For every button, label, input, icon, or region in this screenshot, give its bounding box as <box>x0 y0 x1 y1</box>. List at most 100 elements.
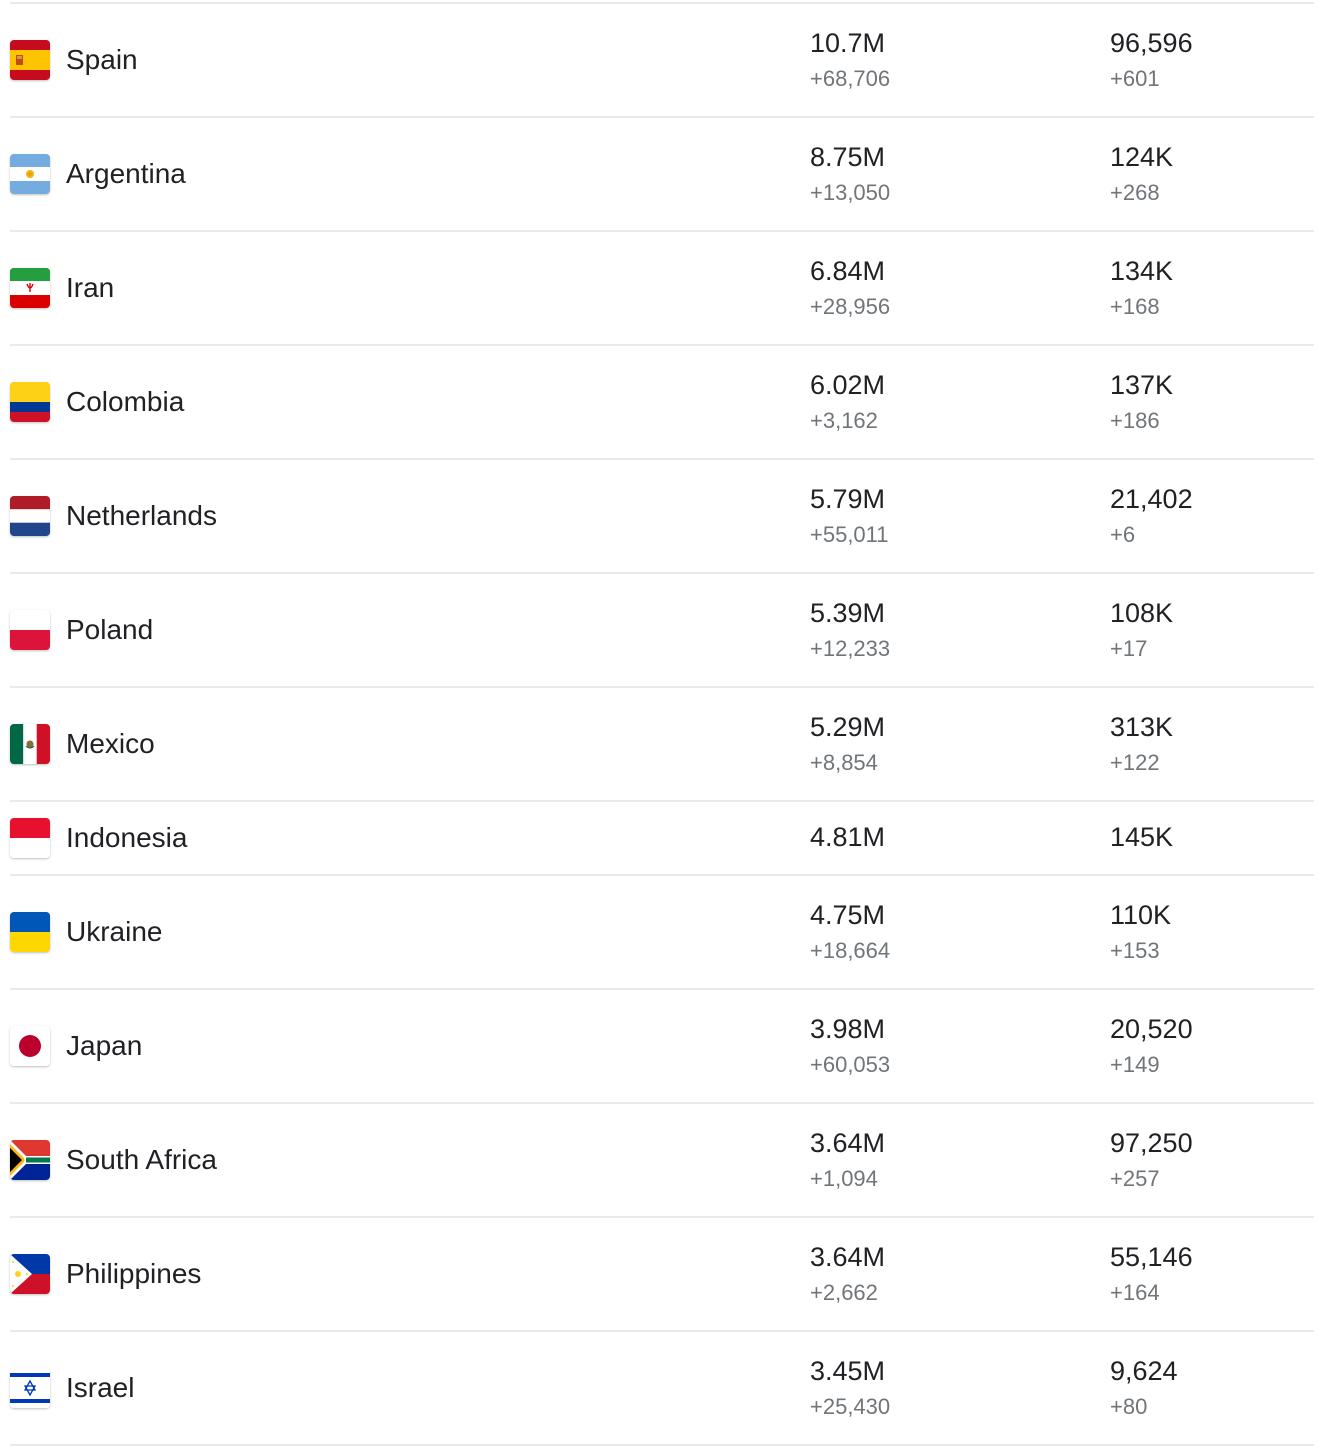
total-deaths: 20,520 <box>1110 1014 1193 1044</box>
iran-flag-icon <box>10 268 50 308</box>
table-row[interactable]: Poland 5.39M +12,233 108K +17 <box>10 574 1314 688</box>
new-cases: +13,050 <box>810 180 891 205</box>
table-row[interactable]: Indonesia 4.81M 145K <box>10 802 1314 876</box>
total-deaths: 134K <box>1110 256 1174 286</box>
country-name: Indonesia <box>66 822 188 853</box>
new-deaths: +601 <box>1110 66 1160 91</box>
total-deaths: 21,402 <box>1110 484 1193 514</box>
country-name: Mexico <box>66 728 155 759</box>
total-cases: 6.84M <box>810 256 886 286</box>
total-cases: 3.64M <box>810 1242 886 1272</box>
table-row[interactable]: Colombia 6.02M +3,162 137K +186 <box>10 346 1314 460</box>
total-deaths: 9,624 <box>1110 1356 1178 1386</box>
cases-column: 6.02M +3,162 <box>810 368 885 436</box>
country-name: Colombia <box>66 386 185 417</box>
country-name: Spain <box>66 44 138 75</box>
japan-flag-icon <box>10 1026 50 1066</box>
new-deaths: +6 <box>1110 522 1136 547</box>
spain-flag-icon <box>10 40 50 80</box>
country-name: Ukraine <box>66 916 163 947</box>
new-deaths: +257 <box>1110 1166 1160 1191</box>
deaths-column: 137K +186 <box>1110 368 1173 436</box>
total-deaths: 110K <box>1110 900 1172 930</box>
new-deaths: +268 <box>1110 180 1160 205</box>
netherlands-flag-icon <box>10 496 50 536</box>
total-deaths: 97,250 <box>1110 1128 1193 1158</box>
new-cases: +55,011 <box>810 522 889 547</box>
new-cases: +8,854 <box>810 750 878 775</box>
cases-column: 10.7M +68,706 <box>810 26 890 94</box>
deaths-column: 108K +17 <box>1110 596 1173 664</box>
new-deaths: +122 <box>1110 750 1160 775</box>
deaths-column: 9,624 +80 <box>1110 1354 1178 1422</box>
table-row[interactable]: Argentina 8.75M +13,050 124K +268 <box>10 118 1314 232</box>
new-cases: +18,664 <box>810 938 891 963</box>
country-stats-table: Spain 10.7M +68,706 96,596 +601 Argentin… <box>10 2 1314 1446</box>
colombia-flag-icon <box>10 382 50 422</box>
total-cases: 4.81M <box>810 822 886 852</box>
total-deaths: 137K <box>1110 370 1174 400</box>
ukraine-flag-icon <box>10 912 50 952</box>
total-cases: 5.39M <box>810 598 886 628</box>
country-name: South Africa <box>66 1144 217 1175</box>
argentina-flag-icon <box>10 154 50 194</box>
deaths-column: 97,250 +257 <box>1110 1126 1193 1194</box>
table-row[interactable]: Ukraine 4.75M +18,664 110K +153 <box>10 876 1314 990</box>
total-deaths: 96,596 <box>1110 28 1193 58</box>
table-row[interactable]: Japan 3.98M +60,053 20,520 +149 <box>10 990 1314 1104</box>
table-row[interactable]: Netherlands 5.79M +55,011 21,402 +6 <box>10 460 1314 574</box>
cases-column: 3.64M +2,662 <box>810 1240 885 1308</box>
table-row[interactable]: South Africa 3.64M +1,094 97,250 +257 <box>10 1104 1314 1218</box>
deaths-column: 55,146 +164 <box>1110 1240 1193 1308</box>
total-cases: 10.7M <box>810 28 886 58</box>
total-cases: 3.64M <box>810 1128 886 1158</box>
new-deaths: +168 <box>1110 294 1160 319</box>
total-cases: 3.98M <box>810 1014 886 1044</box>
new-cases: +2,662 <box>810 1280 878 1305</box>
cases-column: 8.75M +13,050 <box>810 140 890 208</box>
table-row[interactable]: Philippines 3.64M +2,662 55,146 +164 <box>10 1218 1314 1332</box>
total-deaths: 55,146 <box>1110 1242 1193 1272</box>
country-name: Israel <box>66 1372 135 1403</box>
new-deaths: +17 <box>1110 636 1148 661</box>
deaths-column: 96,596 +601 <box>1110 26 1193 94</box>
total-cases: 6.02M <box>810 370 886 400</box>
deaths-column: 134K +168 <box>1110 254 1173 322</box>
total-cases: 8.75M <box>810 142 886 172</box>
mexico-flag-icon <box>10 724 50 764</box>
total-cases: 5.29M <box>810 712 886 742</box>
deaths-column: 145K <box>1110 820 1173 854</box>
table-row[interactable]: Mexico 5.29M +8,854 313K +122 <box>10 688 1314 802</box>
new-deaths: +80 <box>1110 1394 1148 1419</box>
table-row[interactable]: Spain 10.7M +68,706 96,596 +601 <box>10 4 1314 118</box>
israel-flag-icon <box>10 1368 50 1408</box>
deaths-column: 313K +122 <box>1110 710 1173 778</box>
table-row[interactable]: Israel 3.45M +25,430 9,624 +80 <box>10 1332 1314 1446</box>
total-cases: 5.79M <box>810 484 886 514</box>
new-deaths: +153 <box>1110 938 1160 963</box>
table-row[interactable]: Iran 6.84M +28,956 134K +168 <box>10 232 1314 346</box>
philippines-flag-icon <box>10 1254 50 1294</box>
country-name: Japan <box>66 1030 143 1061</box>
new-cases: +28,956 <box>810 294 891 319</box>
country-name: Iran <box>66 272 115 303</box>
new-cases: +1,094 <box>810 1166 878 1191</box>
cases-column: 4.75M +18,664 <box>810 898 890 966</box>
new-deaths: +164 <box>1110 1280 1160 1305</box>
south-africa-flag-icon <box>10 1140 50 1180</box>
total-deaths: 313K <box>1110 712 1174 742</box>
new-cases: +68,706 <box>810 66 891 91</box>
new-deaths: +186 <box>1110 408 1160 433</box>
cases-column: 4.81M <box>810 820 885 854</box>
cases-column: 3.98M +60,053 <box>810 1012 890 1080</box>
country-name: Philippines <box>66 1258 202 1289</box>
new-cases: +12,233 <box>810 636 891 661</box>
cases-column: 6.84M +28,956 <box>810 254 890 322</box>
total-cases: 4.75M <box>810 900 886 930</box>
poland-flag-icon <box>10 610 50 650</box>
cases-column: 5.39M +12,233 <box>810 596 890 664</box>
cases-column: 5.79M +55,011 <box>810 482 889 550</box>
deaths-column: 110K +153 <box>1110 898 1171 966</box>
new-cases: +3,162 <box>810 408 878 433</box>
cases-column: 3.64M +1,094 <box>810 1126 885 1194</box>
